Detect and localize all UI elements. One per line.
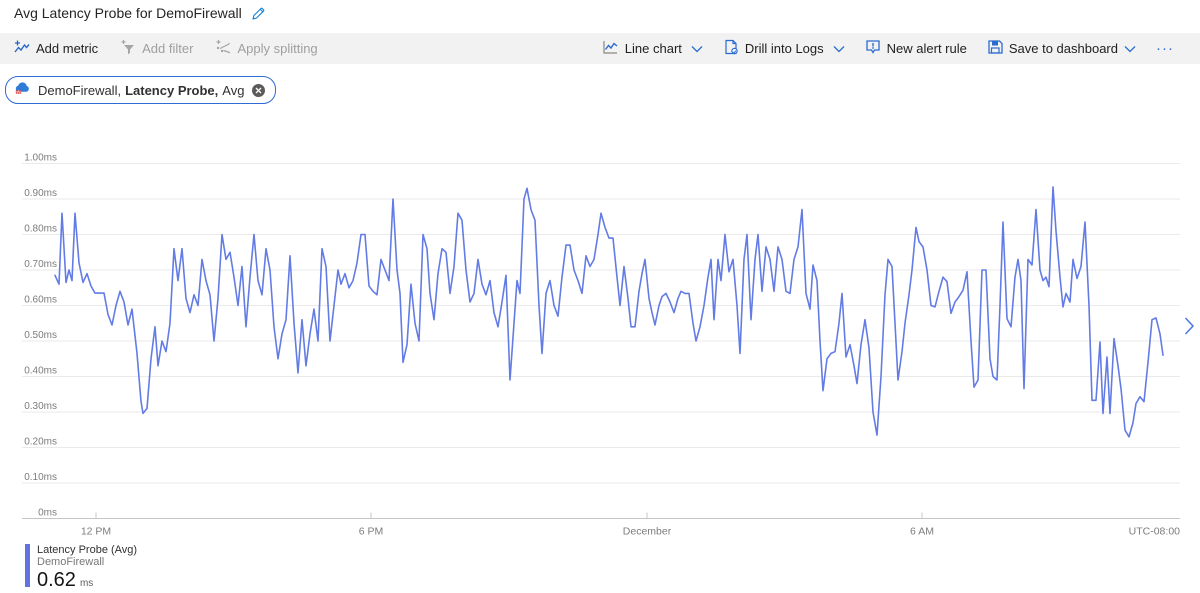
y-axis-tick-label: 0.30ms [24,401,57,412]
y-axis-tick-label: 0.60ms [24,295,57,306]
timezone-label: UTC-08:00 [1129,526,1181,538]
legend-item[interactable]: Latency Probe (Avg) DemoFirewall 0.62 ms [25,544,137,592]
drill-into-logs-label: Drill into Logs [744,41,824,56]
legend-metric-name: Latency Probe (Avg) [37,544,138,556]
legend-color-bar [25,544,30,587]
y-axis-tick-label: 0.90ms [24,188,57,199]
line-chart-icon [602,39,619,58]
firewall-resource-icon [14,81,31,99]
metric-pill[interactable]: DemoFirewall, Latency Probe, Avg [5,76,277,104]
chevron-down-icon [691,45,703,53]
legend-value-unit: ms [79,578,94,589]
new-alert-rule-button[interactable]: New alert rule [865,39,967,58]
toolbar-left-group: Add metric Add filter Apply splitting [14,39,318,58]
toolbar-right-group: Line chart Drill into Logs New alert rul… [602,39,1174,58]
x-axis-tick-label: December [623,526,672,538]
chevron-down-icon [1124,45,1136,53]
pill-metric: Latency Probe, [125,82,219,98]
document-logs-icon [723,39,739,58]
pill-resource: DemoFirewall, [38,82,122,98]
y-axis-tick-label: 0.80ms [24,224,57,235]
save-to-dashboard-button[interactable]: Save to dashboard [987,39,1136,58]
save-to-dashboard-label: Save to dashboard [1008,41,1118,56]
metric-pill-text: DemoFirewall, Latency Probe, Avg [38,83,244,98]
add-metric-icon [14,39,30,58]
y-axis-tick-label: 0.50ms [24,330,57,341]
apply-splitting-label: Apply splitting [237,41,318,56]
x-axis-tick-label: 6 AM [910,526,934,538]
y-axis-tick-label: 0.20ms [24,437,57,448]
title-row: Avg Latency Probe for DemoFirewall [14,5,266,21]
edit-title-icon[interactable] [251,6,266,21]
add-filter-icon [120,39,136,58]
chart-toolbar: Add metric Add filter Apply splitting Li… [0,33,1200,64]
x-axis-tick-label: 6 PM [359,526,384,538]
add-metric-label: Add metric [36,41,99,56]
drill-into-logs-button[interactable]: Drill into Logs [723,39,845,58]
apply-splitting-button: Apply splitting [215,39,318,58]
chart-type-label: Line chart [624,41,682,56]
y-axis-tick-label: 1.00ms [24,153,57,164]
new-alert-rule-label: New alert rule [886,41,967,56]
add-filter-button: Add filter [120,39,193,58]
alert-rule-icon [865,39,881,58]
y-axis-tick-label: 0.40ms [24,366,57,377]
chevron-down-icon [833,45,845,53]
metric-series-line [54,186,1164,438]
more-options-icon: ··· [1156,39,1174,57]
legend-resource-name: DemoFirewall [37,556,105,568]
latency-line-chart[interactable]: 1.00ms 0.90ms 0.80ms 0.70ms 0.60ms 0.50ms 0.40… [0,130,1200,544]
page-title: Avg Latency Probe for DemoFirewall [14,5,242,21]
expand-right-chevron-icon[interactable] [1184,316,1195,341]
y-axis-tick-label: 0.10ms [24,472,57,483]
legend-texts: Latency Probe (Avg) DemoFirewall 0.62 ms [37,544,137,592]
pill-aggregation: Avg [222,82,245,98]
more-options-button[interactable]: ··· [1156,39,1174,57]
y-axis-tick-label: 0.70ms [24,259,57,270]
add-metric-button[interactable]: Add metric [14,39,98,58]
remove-metric-icon[interactable] [251,83,266,98]
add-filter-label: Add filter [142,41,194,56]
x-axis-tick-label: 12 PM [81,526,111,538]
chart-type-button[interactable]: Line chart [602,39,703,58]
apply-splitting-icon [215,39,231,58]
save-icon [987,39,1003,58]
y-axis-tick-label: 0ms [38,508,57,519]
legend-value-number: 0.62 [37,569,76,591]
legend-value: 0.62 ms [37,569,137,592]
